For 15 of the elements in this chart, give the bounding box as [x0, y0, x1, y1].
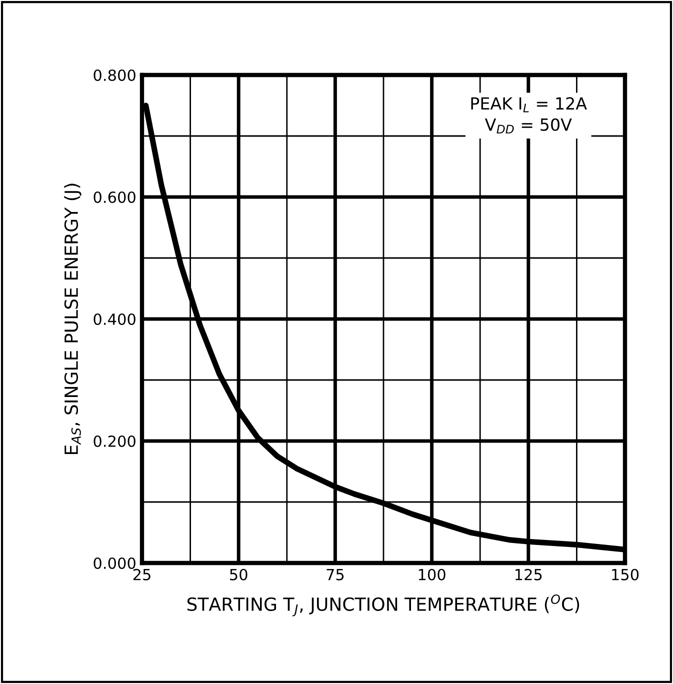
y-tick-label: 0.400 [94, 313, 136, 326]
y-tick-label: 0.600 [94, 191, 136, 204]
y-tick-label: 0.000 [94, 557, 136, 570]
x-tick-label: 50 [230, 568, 248, 580]
y-tick-label: 0.200 [94, 435, 136, 448]
annotation: PEAK I$_{L}$ = 12A [471, 97, 587, 112]
x-tick-label: 125 [515, 568, 542, 580]
x-axis-title: STARTING T$_{J}$, JUNCTION TEMPERATURE ($^{O}$C) [187, 594, 580, 616]
y-tick-label: 0.800 [94, 69, 136, 82]
x-tick-label: 100 [418, 568, 446, 580]
y-axis-title: E$_{AS}$, SINGLE PULSE ENERGY (J) [64, 184, 82, 454]
x-tick-label: 25 [133, 568, 150, 580]
x-tick-label: 150 [612, 568, 639, 580]
annotation: V$_{DD}$ = 50V [484, 118, 572, 134]
x-tick-label: 75 [326, 569, 344, 580]
